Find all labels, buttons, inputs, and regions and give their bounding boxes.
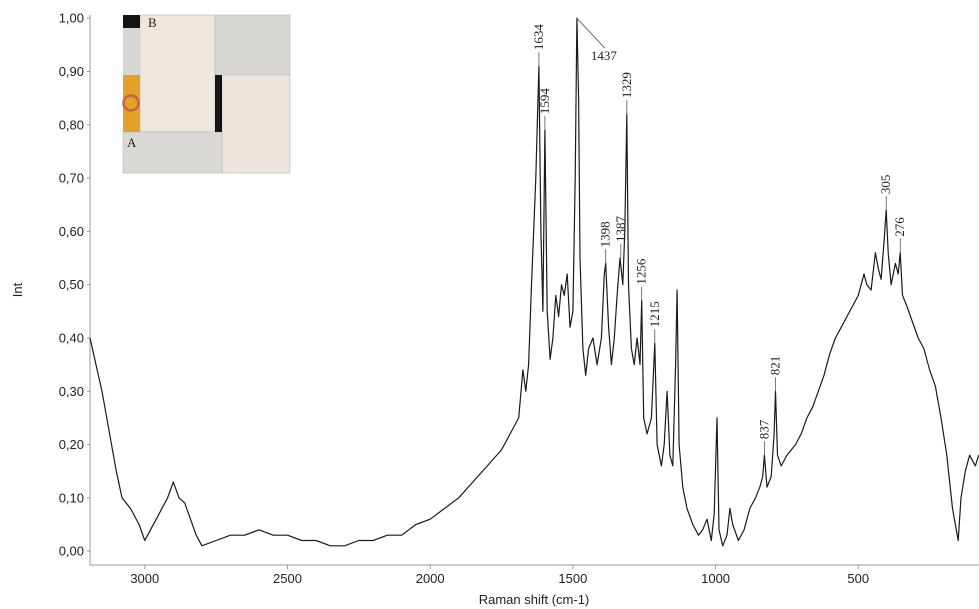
- y-tick-label: 0,00: [59, 544, 84, 559]
- annotation: 1634: [531, 24, 546, 51]
- y-tick-label: 0,50: [59, 277, 84, 292]
- y-tick-label: 0,60: [59, 224, 84, 239]
- painting-black: [123, 15, 140, 28]
- x-tick-label: 2500: [273, 571, 302, 586]
- x-tick-label: 1500: [558, 571, 587, 586]
- y-tick-label: 0,80: [59, 117, 84, 132]
- annotation: 305: [878, 175, 893, 195]
- painting-panel: [123, 28, 140, 75]
- annotation: 821: [768, 356, 783, 376]
- x-tick-label: 2000: [416, 571, 445, 586]
- annotation: 1215: [647, 301, 662, 327]
- y-axis-label: Int: [10, 282, 25, 297]
- y-tick-label: 0,40: [59, 330, 84, 345]
- painting-panel: [122, 131, 223, 174]
- x-tick-label: 3000: [130, 571, 159, 586]
- inset-label: B: [148, 15, 157, 30]
- x-axis-label: Raman shift (cm-1): [479, 592, 590, 607]
- painting-panel: [214, 14, 291, 76]
- y-tick-label: 1,00: [59, 11, 84, 26]
- painting-black: [215, 75, 222, 132]
- painting-orange: [123, 75, 140, 132]
- annotation: 1437: [591, 48, 618, 63]
- painting-panel: [139, 14, 216, 133]
- inset-image: A B: [122, 14, 291, 174]
- annotation: 1256: [634, 258, 649, 285]
- annotation: 1594: [537, 88, 552, 115]
- y-tick-label: 0,70: [59, 171, 84, 186]
- spectrum-line: [89, 17, 979, 547]
- annotation: 837: [756, 419, 771, 439]
- y-tick-label: 0,20: [59, 437, 84, 452]
- annotation: 1387: [613, 216, 628, 243]
- painting-panel: [221, 74, 291, 174]
- y-tick-label: 0,30: [59, 384, 84, 399]
- annotation: 1329: [619, 72, 634, 98]
- sample-marker: [122, 94, 140, 112]
- x-tick-label: 1000: [701, 571, 730, 586]
- annotation: 276: [892, 217, 907, 237]
- x-tick-label: 500: [847, 571, 869, 586]
- y-tick-label: 0,10: [59, 490, 84, 505]
- inset-label: A: [127, 135, 137, 150]
- annotation-leader: [576, 17, 606, 49]
- annotation: 1398: [598, 221, 613, 247]
- y-tick-label: 0,90: [59, 64, 84, 79]
